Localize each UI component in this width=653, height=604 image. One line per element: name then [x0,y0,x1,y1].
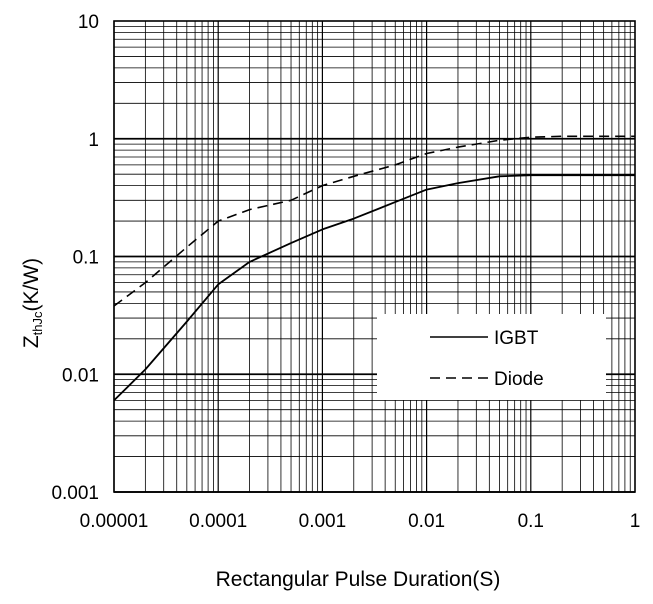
y-axis-label-sub: thJc [30,311,45,335]
x-tick-label: 0.1 [518,511,544,532]
legend-label-igbt: IGBT [494,328,539,349]
x-tick-label: 0.00001 [80,511,149,532]
x-axis-label: Rectangular Pulse Duration(S) [216,568,501,591]
grid [113,21,635,493]
series-group [113,135,635,402]
legend-label-diode: Diode [494,369,544,390]
x-tick-label: 0.001 [299,511,347,532]
x-tick-label: 1 [630,511,641,532]
y-tick-label: 10 [78,12,99,33]
y-tick-label: 0.01 [62,365,99,386]
series-line-diode [113,135,635,307]
y-axis-label: ZthJc(K/W) [20,258,45,348]
y-axis-label-main: Z [20,335,43,348]
y-tick-label: 0.001 [51,483,99,504]
plot-area-frame [113,20,636,493]
y-axis-label-unit: (K/W) [20,258,43,312]
x-tick-label: 0.0001 [189,511,247,532]
legend-box [377,314,606,400]
legend: IGBT Diode [377,314,606,400]
x-tick-label: 0.01 [408,511,445,532]
y-tick-label: 0.1 [73,248,99,269]
y-tick-label: 1 [88,130,99,151]
series-line-igbt [113,174,635,402]
tick-labels: 0.00001 0.0001 0.001 0.01 0.1 1 0.001 0.01 0.1 1 1… [51,12,640,532]
